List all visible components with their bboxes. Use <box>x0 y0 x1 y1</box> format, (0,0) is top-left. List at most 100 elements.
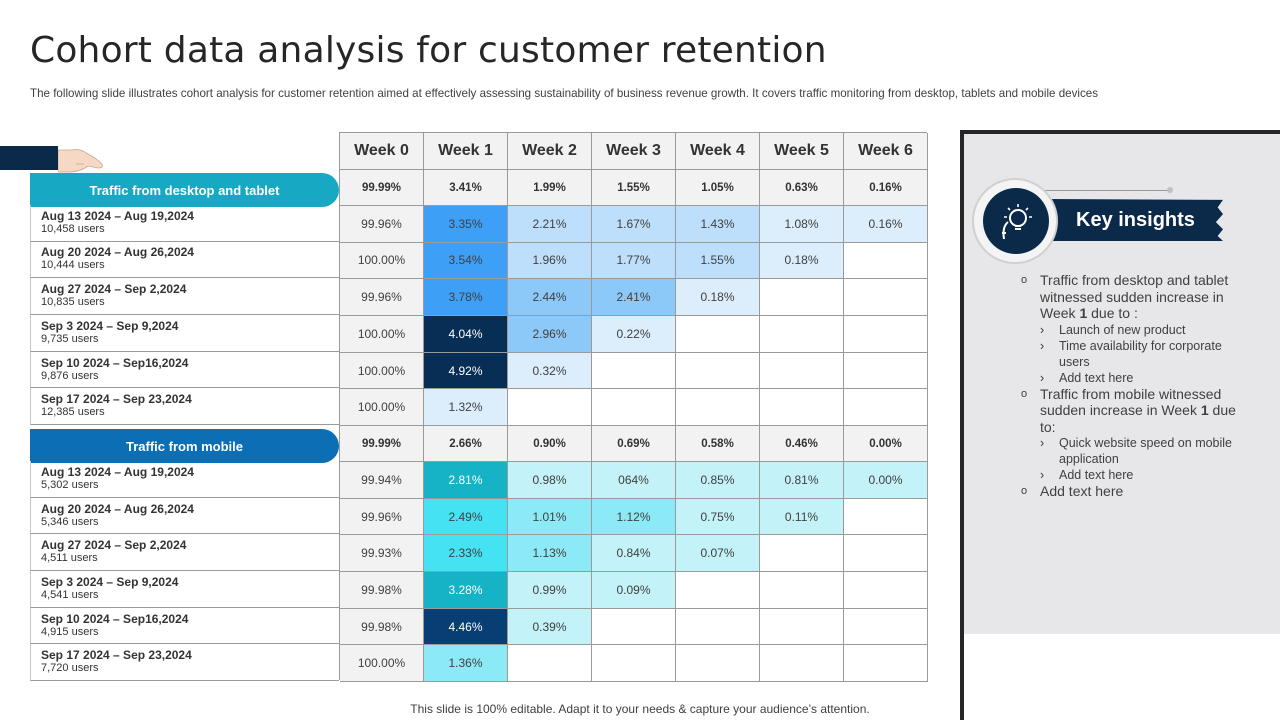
cohort-cell: 100.00% <box>340 645 424 683</box>
cohort-row-label: Aug 27 2024 – Sep 2,2024 4,511 users <box>30 534 339 572</box>
summary-cell: 0.46% <box>760 426 844 463</box>
cohort-cell <box>844 572 928 609</box>
cohort-table: Week 0 Week 1 Week 2 Week 3 Week 4 Week 5 Week… <box>339 132 928 683</box>
cohort-cell <box>676 352 760 390</box>
cohort-date-range: Sep 3 2024 – Sep 9,2024 <box>41 574 179 589</box>
cohort-user-count: 10,458 users <box>41 222 105 235</box>
cohort-cell <box>844 242 928 280</box>
cohort-cell: 0.81% <box>760 462 844 499</box>
cohort-cell: 1.67% <box>592 206 676 243</box>
cohort-cell: 2.41% <box>592 279 676 316</box>
cohort-cell: 2.21% <box>508 206 592 243</box>
cohort-row-label: Sep 3 2024 – Sep 9,2024 9,735 users <box>30 315 339 352</box>
cohort-row-label: Aug 27 2024 – Sep 2,2024 10,835 users <box>30 278 339 315</box>
week-header: Week 2 <box>508 133 592 170</box>
summary-cell: 99.99% <box>340 170 424 206</box>
insight-subitem: Add text here <box>1018 467 1248 483</box>
cohort-date-range: Aug 20 2024 – Aug 26,2024 <box>41 245 194 260</box>
cohort-cell: 99.96% <box>340 498 424 536</box>
cohort-cell <box>844 352 928 390</box>
cohort-cell: 1.01% <box>508 498 592 536</box>
cohort-cell: 2.33% <box>424 535 508 573</box>
insight-subitem: Launch of new product <box>1018 322 1248 338</box>
cohort-cell: 4.04% <box>424 316 508 353</box>
summary-cell: 3.41% <box>424 170 508 206</box>
cohort-cell: 99.96% <box>340 206 424 243</box>
cohort-cell <box>676 316 760 353</box>
summary-cell: 0.58% <box>676 426 760 463</box>
summary-cell: 99.99% <box>340 426 424 463</box>
cohort-cell: 2.44% <box>508 279 592 316</box>
cohort-cell: 1.96% <box>508 242 592 280</box>
lightbulb-head-icon <box>983 188 1049 254</box>
cohort-cell <box>844 498 928 536</box>
cohort-cell: 0.22% <box>592 316 676 353</box>
insight-week: 1 <box>1079 305 1088 321</box>
cohort-cell: 100.00% <box>340 242 424 280</box>
group-header: Traffic from desktop and tablet <box>30 173 339 207</box>
cohort-cell: 3.28% <box>424 572 508 609</box>
cohort-cell: 0.09% <box>592 572 676 609</box>
cohort-cell <box>676 572 760 609</box>
cohort-date-range: Aug 27 2024 – Sep 2,2024 <box>41 282 187 297</box>
cohort-cell <box>760 645 844 683</box>
cohort-cell: 2.96% <box>508 316 592 353</box>
insight-subitem: Add text here <box>1018 370 1248 386</box>
week-header: Week 3 <box>592 133 676 170</box>
cohort-date-range: Aug 27 2024 – Sep 2,2024 <box>41 538 187 553</box>
cohort-cell: 0.18% <box>676 279 760 316</box>
cohort-cell <box>676 608 760 646</box>
cohort-cell: 0.07% <box>676 535 760 573</box>
cohort-cell: 0.98% <box>508 462 592 499</box>
cohort-cell <box>760 279 844 316</box>
cohort-cell <box>676 389 760 426</box>
cohort-date-range: Sep 10 2024 – Sep16,2024 <box>41 611 189 626</box>
cohort-cell: 99.98% <box>340 608 424 646</box>
cohort-user-count: 4,915 users <box>41 625 99 638</box>
cohort-cell: 4.92% <box>424 352 508 390</box>
cohort-cell: 3.35% <box>424 206 508 243</box>
cohort-cell <box>508 645 592 683</box>
decor-dot <box>1167 187 1173 193</box>
cohort-cell: 3.78% <box>424 279 508 316</box>
insight-text-end: due to : <box>1087 305 1138 321</box>
cohort-cell: 4.46% <box>424 608 508 646</box>
cohort-row-label: Sep 10 2024 – Sep16,2024 9,876 users <box>30 351 339 389</box>
cohort-cell <box>592 389 676 426</box>
insight-text: Traffic from mobile witnessed sudden inc… <box>1040 385 1222 419</box>
cohort-cell: 0.99% <box>508 572 592 609</box>
summary-cell: 0.90% <box>508 426 592 463</box>
cohort-cell: 100.00% <box>340 352 424 390</box>
cohort-row-label: Sep 3 2024 – Sep 9,2024 4,541 users <box>30 571 339 608</box>
cohort-date-range: Aug 13 2024 – Aug 19,2024 <box>41 208 194 223</box>
week-header: Week 5 <box>760 133 844 170</box>
cohort-row-label: Aug 13 2024 – Aug 19,2024 10,458 users <box>30 205 339 242</box>
cohort-user-count: 12,385 users <box>41 406 105 419</box>
insight-item: Add text here <box>1018 483 1248 500</box>
cohort-date-range: Sep 3 2024 – Sep 9,2024 <box>41 318 179 333</box>
insight-text: Traffic from desktop and tablet witnesse… <box>1040 272 1229 321</box>
pointing-hand-icon <box>58 149 103 173</box>
insights-list: Traffic from desktop and tablet witnesse… <box>1018 272 1248 500</box>
cohort-date-range: Sep 17 2024 – Sep 23,2024 <box>41 648 192 663</box>
cohort-user-count: 5,346 users <box>41 515 99 528</box>
group-header: Traffic from mobile <box>30 429 339 464</box>
cohort-row-label: Aug 13 2024 – Aug 19,2024 5,302 users <box>30 461 339 498</box>
cohort-cell: 0.85% <box>676 462 760 499</box>
cohort-date-range: Aug 13 2024 – Aug 19,2024 <box>41 464 194 479</box>
cohort-user-count: 10,835 users <box>41 296 105 309</box>
cohort-row-label: Sep 17 2024 – Sep 23,2024 12,385 users <box>30 388 339 425</box>
cohort-cell <box>760 352 844 390</box>
cohort-cell: 0.11% <box>760 498 844 536</box>
cohort-cell <box>844 608 928 646</box>
cohort-cell: 1.43% <box>676 206 760 243</box>
cohort-cell: 1.12% <box>592 498 676 536</box>
cohort-cell <box>844 389 928 426</box>
cohort-cell: 0.18% <box>760 242 844 280</box>
summary-cell: 1.55% <box>592 170 676 206</box>
cohort-user-count: 7,720 users <box>41 662 99 675</box>
decor-bar <box>0 146 58 170</box>
cohort-cell: 0.16% <box>844 206 928 243</box>
cohort-cell: 2.81% <box>424 462 508 499</box>
cohort-cell <box>760 608 844 646</box>
